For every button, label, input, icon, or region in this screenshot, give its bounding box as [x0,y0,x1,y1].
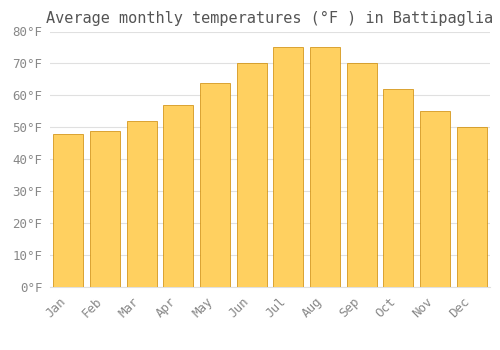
Bar [200,83,230,287]
Bar [164,105,194,287]
Bar [310,48,340,287]
Bar [126,121,156,287]
Title: Average monthly temperatures (°F ) in Battipaglia: Average monthly temperatures (°F ) in Ba… [46,11,494,26]
Bar [420,111,450,287]
Bar [346,63,376,287]
Bar [456,127,486,287]
Bar [384,89,414,287]
Bar [236,63,266,287]
Bar [90,131,120,287]
Bar [54,134,84,287]
Bar [274,48,304,287]
